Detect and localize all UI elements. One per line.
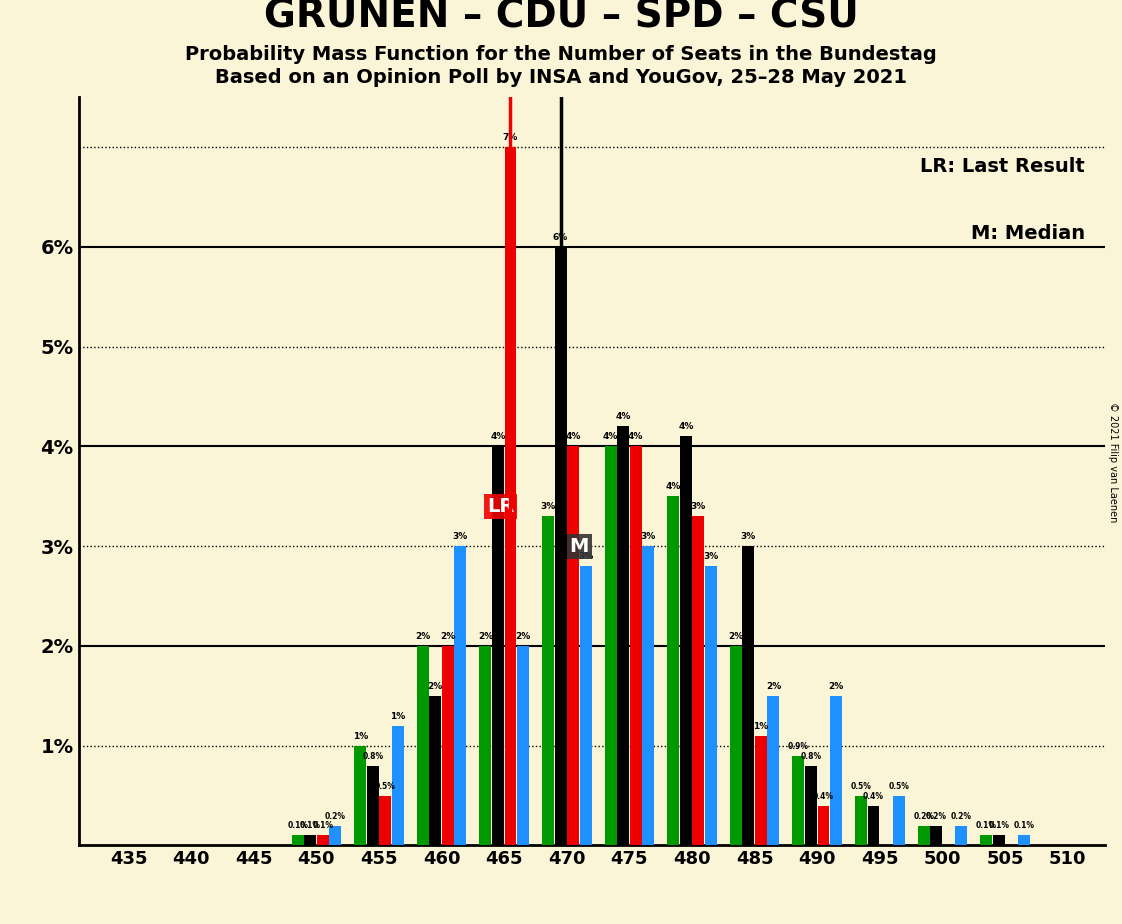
Text: 2%: 2%: [515, 632, 531, 641]
Text: 2%: 2%: [828, 682, 844, 691]
Bar: [316, 835, 329, 845]
Text: 3%: 3%: [703, 552, 718, 561]
Text: 3%: 3%: [641, 532, 656, 541]
Bar: [918, 825, 930, 845]
Text: 3%: 3%: [578, 552, 594, 561]
Text: 7%: 7%: [503, 133, 518, 142]
Text: 4%: 4%: [565, 432, 581, 442]
Text: 1%: 1%: [390, 711, 405, 721]
Text: 0.1%: 0.1%: [988, 821, 1010, 831]
Text: 0.8%: 0.8%: [800, 751, 821, 760]
Bar: [955, 825, 967, 845]
Text: 3%: 3%: [691, 502, 706, 511]
Text: M: Median: M: Median: [971, 225, 1085, 243]
Bar: [442, 646, 453, 845]
Text: 0.5%: 0.5%: [375, 782, 396, 791]
Text: Based on an Opinion Poll by INSA and YouGov, 25–28 May 2021: Based on an Opinion Poll by INSA and You…: [215, 68, 907, 87]
Bar: [893, 796, 904, 845]
Text: 2%: 2%: [728, 632, 744, 641]
Bar: [755, 736, 766, 845]
Bar: [479, 646, 491, 845]
Bar: [642, 546, 654, 845]
Text: 4%: 4%: [665, 482, 681, 492]
Text: 2%: 2%: [478, 632, 493, 641]
Text: © 2021 Filip van Laenen: © 2021 Filip van Laenen: [1109, 402, 1118, 522]
Text: 0.5%: 0.5%: [850, 782, 872, 791]
Bar: [493, 446, 504, 845]
Text: 2%: 2%: [440, 632, 456, 641]
Text: 3%: 3%: [453, 532, 468, 541]
Bar: [855, 796, 867, 845]
Bar: [392, 725, 404, 845]
Text: 1%: 1%: [352, 732, 368, 741]
Bar: [705, 566, 717, 845]
Bar: [668, 496, 679, 845]
Bar: [329, 825, 341, 845]
Text: 4%: 4%: [490, 432, 506, 442]
Text: 2%: 2%: [766, 682, 781, 691]
Bar: [542, 517, 554, 845]
Bar: [379, 796, 392, 845]
Text: M: M: [570, 537, 589, 555]
Text: 0.5%: 0.5%: [889, 782, 909, 791]
Text: 4%: 4%: [603, 432, 618, 442]
Bar: [1018, 835, 1030, 845]
Text: 0.2%: 0.2%: [913, 811, 935, 821]
Bar: [454, 546, 467, 845]
Text: 3%: 3%: [541, 502, 555, 511]
Bar: [505, 147, 516, 845]
Text: 0.1%: 0.1%: [300, 821, 321, 831]
Bar: [367, 766, 379, 845]
Text: 0.1%: 0.1%: [1013, 821, 1034, 831]
Bar: [430, 696, 441, 845]
Text: 0.4%: 0.4%: [863, 792, 884, 800]
Bar: [692, 517, 705, 845]
Bar: [981, 835, 992, 845]
Bar: [680, 436, 691, 845]
Text: 0.2%: 0.2%: [926, 811, 947, 821]
Text: GRÜNEN – CDU – SPD – CSU: GRÜNEN – CDU – SPD – CSU: [264, 0, 858, 36]
Text: 1%: 1%: [753, 722, 769, 731]
Text: 4%: 4%: [616, 412, 631, 421]
Text: 2%: 2%: [415, 632, 431, 641]
Bar: [993, 835, 1004, 845]
Bar: [517, 646, 528, 845]
Text: LR: LR: [487, 497, 514, 516]
Bar: [930, 825, 942, 845]
Text: 2%: 2%: [427, 682, 443, 691]
Bar: [292, 835, 304, 845]
Text: 0.1%: 0.1%: [287, 821, 309, 831]
Bar: [304, 835, 316, 845]
Text: 4%: 4%: [628, 432, 643, 442]
Bar: [767, 696, 780, 845]
Bar: [867, 806, 880, 845]
Bar: [580, 566, 591, 845]
Text: 0.8%: 0.8%: [362, 751, 384, 760]
Text: 0.2%: 0.2%: [950, 811, 972, 821]
Bar: [617, 426, 629, 845]
Bar: [567, 446, 579, 845]
Text: 4%: 4%: [678, 422, 693, 432]
Bar: [818, 806, 829, 845]
Text: 0.9%: 0.9%: [788, 742, 809, 750]
Text: 0.4%: 0.4%: [813, 792, 834, 800]
Bar: [792, 756, 804, 845]
Bar: [830, 696, 842, 845]
Bar: [355, 746, 366, 845]
Bar: [743, 546, 754, 845]
Bar: [730, 646, 742, 845]
Text: Probability Mass Function for the Number of Seats in the Bundestag: Probability Mass Function for the Number…: [185, 45, 937, 64]
Bar: [804, 766, 817, 845]
Text: 3%: 3%: [741, 532, 756, 541]
Text: 0.1%: 0.1%: [976, 821, 996, 831]
Bar: [605, 446, 617, 845]
Text: 0.2%: 0.2%: [324, 811, 346, 821]
Text: 6%: 6%: [553, 233, 568, 242]
Bar: [554, 247, 567, 845]
Text: LR: Last Result: LR: Last Result: [920, 157, 1085, 176]
Text: 0.1%: 0.1%: [312, 821, 333, 831]
Bar: [417, 646, 429, 845]
Bar: [629, 446, 642, 845]
